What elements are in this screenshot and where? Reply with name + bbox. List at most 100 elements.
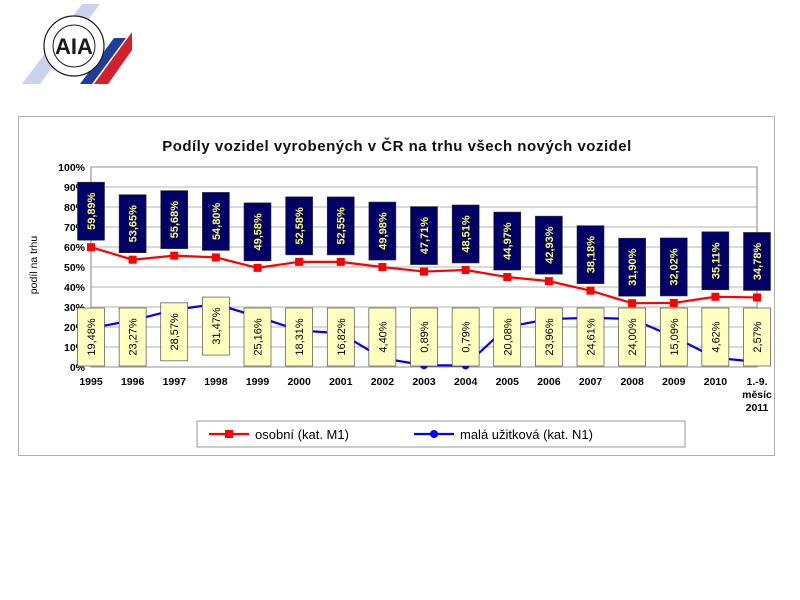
data-label-n1: 25,16% — [253, 318, 265, 356]
x-tick-label: 2007 — [579, 376, 603, 388]
x-tick-label: 2005 — [496, 376, 520, 388]
data-label-m1: 49,58% — [253, 213, 265, 251]
data-label-n1-box — [160, 302, 189, 362]
data-point-m1 — [586, 286, 595, 295]
data-point-m1 — [253, 263, 262, 272]
data-label-m1: 35,11% — [710, 242, 722, 279]
legend-label-n1: malá užitková (kat. N1) — [460, 427, 593, 442]
data-label-m1-box — [576, 225, 605, 284]
x-tick-label: 2006 — [537, 376, 561, 388]
aia-logo: AIA — [22, 4, 132, 84]
logo-stripe-red — [94, 32, 132, 84]
data-label-n1-box — [701, 307, 730, 367]
data-label-n1: 18,31% — [294, 318, 306, 356]
data-point-m1 — [295, 257, 304, 266]
data-label-n1-box — [659, 307, 688, 367]
data-point-m1 — [170, 251, 179, 260]
x-tick-label: 1998 — [204, 376, 228, 388]
data-label-m1: 52,55% — [336, 207, 348, 245]
data-label-n1: 23,96% — [544, 318, 556, 356]
legend-label-m1: osobní (kat. M1) — [255, 427, 349, 442]
data-label-m1: 55,68% — [169, 201, 181, 239]
x-tick-label: 2003 — [412, 376, 436, 388]
data-label-n1-box — [576, 307, 605, 367]
data-label-n1-box — [285, 307, 313, 367]
data-label-n1: 28,57% — [169, 313, 181, 351]
logo-text: AIA — [55, 34, 93, 59]
data-label-m1: 44,97% — [502, 222, 514, 260]
data-label-m1: 59,89% — [86, 192, 98, 230]
data-label-n1-box — [368, 307, 397, 367]
data-label-m1-box — [701, 231, 730, 291]
x-tick-label: 2000 — [287, 376, 311, 388]
y-tick-label: 100% — [58, 162, 86, 174]
data-label-m1-box — [326, 196, 355, 256]
data-point-m1 — [544, 277, 553, 286]
data-point-m1 — [753, 293, 761, 302]
data-point-m1 — [503, 273, 512, 282]
data-label-n1-box — [618, 307, 646, 367]
data-label-m1: 42,93% — [544, 226, 556, 264]
y-tick-label: 50% — [64, 262, 86, 274]
data-label-n1: 4,62% — [710, 321, 722, 352]
data-point-m1 — [128, 255, 137, 264]
x-tick-label: 2002 — [371, 376, 395, 388]
data-label-n1: 4,40% — [377, 321, 389, 352]
data-point-m1 — [420, 267, 428, 276]
chart-title: Podíly vozidel vyrobených v ČR na trhu v… — [162, 137, 632, 155]
data-label-m1: 53,65% — [128, 205, 140, 243]
data-label-n1-box — [743, 307, 771, 367]
x-tick-label: 2009 — [662, 376, 686, 388]
data-label-n1: 31,47% — [211, 307, 223, 345]
y-axis-label: podíl na trhu — [28, 236, 40, 295]
data-point-m1 — [378, 263, 387, 272]
chart-panel: Podíly vozidel vyrobených v ČR na trhu v… — [18, 116, 775, 456]
data-label-n1-box — [326, 307, 355, 367]
x-tick-label: 1996 — [121, 376, 145, 388]
x-tick-label: 2008 — [620, 376, 644, 388]
data-label-n1: 0,79% — [461, 321, 473, 352]
data-label-m1-box — [451, 204, 480, 264]
data-point-m1 — [461, 265, 470, 274]
data-label-m1-box — [118, 194, 147, 253]
data-label-n1-box — [410, 307, 438, 367]
data-label-m1: 32,02% — [669, 248, 681, 286]
data-label-m1: 48,51% — [461, 215, 473, 253]
legend-marker-m1 — [225, 430, 233, 438]
data-label-n1: 20,08% — [502, 318, 514, 356]
data-label-m1-box — [659, 237, 688, 297]
data-label-m1-box — [410, 206, 438, 265]
x-tick-label: 1995 — [79, 376, 103, 388]
data-label-m1-box — [77, 181, 105, 241]
data-label-n1: 0,89% — [419, 321, 431, 352]
chart-svg: Podíly vozidel vyrobených v ČR na trhu v… — [28, 137, 772, 448]
legend-marker-n1 — [430, 430, 438, 438]
data-label-m1-box — [618, 237, 646, 297]
data-label-n1-box — [493, 307, 522, 367]
data-point-m1 — [711, 292, 720, 301]
data-label-n1-box — [118, 307, 147, 367]
x-tick-label: 2004 — [454, 376, 478, 388]
data-label-m1-box — [285, 196, 313, 256]
data-label-n1-box — [202, 296, 230, 356]
data-label-n1-box — [535, 307, 563, 367]
data-label-m1: 31,90% — [627, 248, 639, 286]
data-label-m1-box — [160, 190, 189, 249]
data-label-n1: 15,09% — [669, 318, 681, 356]
data-label-m1-box — [743, 232, 771, 291]
data-point-m1 — [669, 298, 678, 307]
data-label-n1-box — [243, 307, 272, 367]
x-tick-label: 2001 — [329, 376, 353, 388]
data-label-m1: 47,71% — [419, 217, 431, 255]
data-label-m1: 34,78% — [752, 243, 764, 281]
data-label-m1: 38,18% — [586, 236, 598, 274]
y-tick-label: 40% — [64, 282, 86, 294]
data-label-m1: 54,80% — [211, 203, 223, 241]
x-tick-label: 2010 — [704, 376, 728, 388]
data-point-m1 — [211, 253, 220, 262]
x-tick-label: 1999 — [246, 376, 270, 388]
data-point-m1 — [628, 299, 637, 308]
data-label-n1-box — [451, 307, 480, 367]
x-tick-label: 1997 — [163, 376, 187, 388]
data-label-m1: 52,58% — [294, 207, 306, 245]
